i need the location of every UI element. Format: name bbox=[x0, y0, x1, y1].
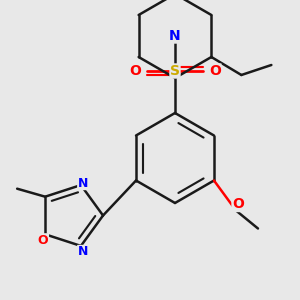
Text: N: N bbox=[169, 29, 181, 43]
Text: O: O bbox=[129, 64, 141, 78]
Text: O: O bbox=[38, 234, 49, 247]
Text: S: S bbox=[170, 64, 180, 78]
Text: N: N bbox=[78, 177, 88, 190]
Text: O: O bbox=[232, 197, 244, 212]
Text: O: O bbox=[209, 64, 221, 78]
Text: N: N bbox=[78, 245, 88, 258]
